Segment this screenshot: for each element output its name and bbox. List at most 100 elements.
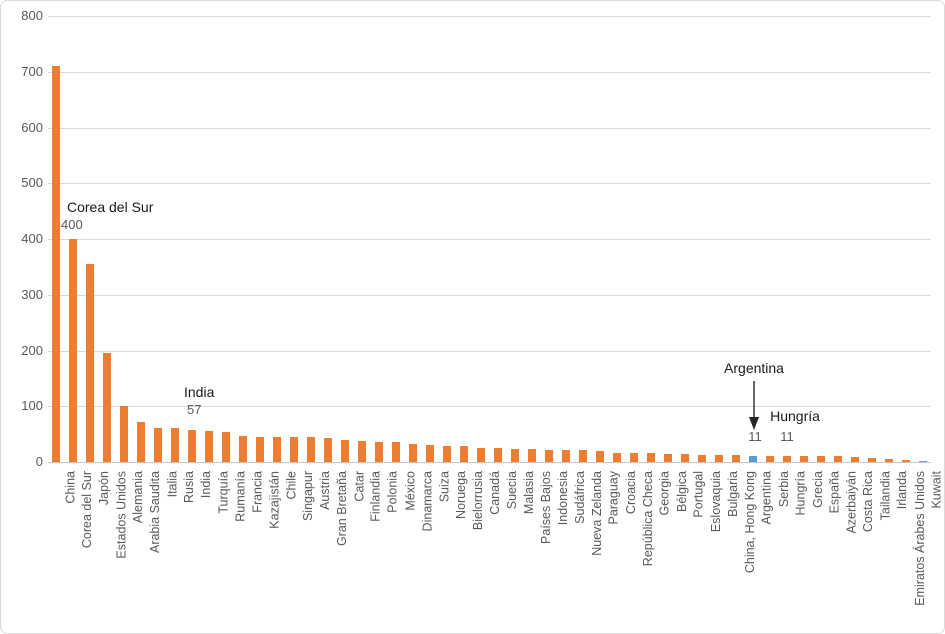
- y-tick-label-600: 600: [21, 119, 43, 135]
- bar-arabia-saudita: [137, 422, 146, 462]
- x-label-hungria: Hungría: [793, 471, 808, 516]
- x-label-paises-bajos: Países Bajos: [538, 471, 553, 544]
- y-tick-label-800: 800: [21, 8, 43, 23]
- annotation-india-label: India: [184, 384, 215, 400]
- bar-georgia: [646, 453, 655, 462]
- x-label-alemania: Alemania: [131, 471, 146, 524]
- y-tick-label-0: 0: [35, 454, 43, 469]
- down-arrow-icon: [749, 381, 759, 430]
- x-label-corea-del-sur: Corea del Sur: [80, 471, 95, 549]
- x-label-portugal: Portugal: [691, 471, 706, 518]
- gridline-400: [48, 239, 931, 240]
- bar-catar: [341, 440, 350, 462]
- bar-kuwait: [918, 461, 927, 462]
- bar-costa-rica: [850, 457, 859, 462]
- bar-chile: [273, 437, 282, 462]
- bar-polonia: [375, 442, 384, 462]
- x-label-gran-bretana: Gran Bretaña: [335, 471, 350, 547]
- bar-sudafrica: [561, 450, 570, 462]
- bar-china-hong-kong: [731, 455, 740, 462]
- bar-grecia: [799, 456, 808, 462]
- x-label-croacia: Croacia: [623, 471, 638, 515]
- gridline-300: [48, 294, 931, 296]
- y-tick-label-700: 700: [21, 63, 43, 79]
- bar-azerbaiyan: [833, 456, 842, 462]
- x-label-noruega: Noruega: [454, 471, 469, 519]
- x-label-estados-unidos: Estados Unidos: [114, 471, 129, 559]
- x-label-sudafrica: Sudáfrica: [572, 471, 587, 524]
- bar-belgica: [663, 454, 672, 462]
- bar-argentina: [748, 456, 757, 462]
- bar-india: [188, 430, 197, 462]
- x-label-bulgaria: Bulgaria: [725, 471, 740, 517]
- bar-finlandia: [358, 441, 367, 462]
- x-label-austria: Austria: [318, 471, 333, 510]
- x-label-kazajistan: Kazajistán: [267, 471, 282, 529]
- annotation-argentina-label: Argentina: [724, 360, 784, 376]
- bar-corea-del-sur: [69, 239, 78, 462]
- x-label-china: China: [63, 471, 78, 504]
- y-tick-label-400: 400: [21, 231, 43, 246]
- x-label-kuwait: Kuwait: [929, 471, 944, 509]
- annotation-hungria-value: 11: [780, 429, 794, 444]
- bar-dinamarca: [409, 444, 418, 462]
- bar-serbia: [765, 456, 774, 462]
- bar-irlanda: [884, 459, 893, 462]
- bar-malasia: [510, 449, 519, 462]
- annotation-hungria-label: Hungría: [770, 408, 820, 424]
- bar-alemania: [120, 406, 129, 462]
- bar-china: [52, 66, 61, 462]
- bar-italia: [154, 428, 163, 462]
- x-label-eslovaquia: Eslovaquia: [708, 471, 723, 533]
- x-label-nueva-zelanda: Nueva Zelanda: [589, 471, 604, 556]
- gridline-700: [48, 71, 931, 73]
- gridline-200: [48, 350, 931, 352]
- bar-noruega: [443, 446, 452, 462]
- bar-indonesia: [544, 450, 553, 462]
- annotation-india-value: 57: [187, 402, 202, 417]
- x-label-finlandia: Finlandia: [369, 471, 384, 522]
- x-label-grecia: Grecia: [810, 471, 825, 508]
- bar-mexico: [392, 442, 401, 462]
- x-label-argentina: Argentina: [759, 471, 774, 525]
- x-label-indonesia: Indonesia: [555, 471, 570, 526]
- x-label-dinamarca: Dinamarca: [420, 471, 435, 532]
- x-label-paraguay: Paraguay: [606, 471, 621, 525]
- bar-eslovaquia: [697, 455, 706, 462]
- bar-emiratos-arabes-unidos: [901, 460, 910, 462]
- bar-turquia: [205, 431, 214, 462]
- bar-paises-bajos: [527, 449, 536, 462]
- x-label-mexico: México: [403, 471, 418, 511]
- gridline-0: [48, 462, 931, 463]
- annotation-corea-del-sur-value: 400: [61, 217, 83, 232]
- bar-portugal: [680, 454, 689, 462]
- x-label-tailandia: Tailandia: [878, 471, 893, 521]
- x-label-singapur: Singapur: [301, 471, 316, 522]
- x-label-rumania: Rumanía: [233, 471, 248, 522]
- x-label-georgia: Georgia: [657, 471, 672, 516]
- x-label-suecia: Suecia: [505, 471, 519, 510]
- x-label-azerbaiyan: Azerbaiyán: [844, 471, 859, 534]
- bar-croacia: [612, 453, 621, 462]
- bar-paraguay: [595, 451, 604, 462]
- bar-japon: [86, 264, 95, 462]
- bar-suiza: [426, 445, 435, 462]
- y-tick-label-300: 300: [21, 286, 43, 302]
- annotation-corea-del-sur-label: Corea del Sur: [67, 199, 154, 215]
- x-label-turquia: Turquía: [216, 471, 231, 514]
- x-label-china-hong-kong: China, Hong Kong: [742, 471, 757, 574]
- x-label-espana: España: [827, 471, 842, 514]
- y-tick-label-500: 500: [21, 175, 43, 191]
- bar-hungria: [782, 456, 791, 462]
- x-label-italia: Italia: [165, 471, 180, 498]
- y-tick-label-200: 200: [21, 342, 43, 358]
- x-label-bielorrusia: Bielorrusia: [471, 471, 486, 531]
- gridline-500: [48, 183, 931, 185]
- gridline-100: [48, 406, 931, 408]
- annotation-argentina-value: 11: [748, 429, 762, 444]
- x-label-belgica: Bélgica: [674, 471, 689, 512]
- bar-gran-bretana: [324, 438, 333, 462]
- bar-singapur: [290, 437, 299, 462]
- bar-bulgaria: [714, 455, 723, 462]
